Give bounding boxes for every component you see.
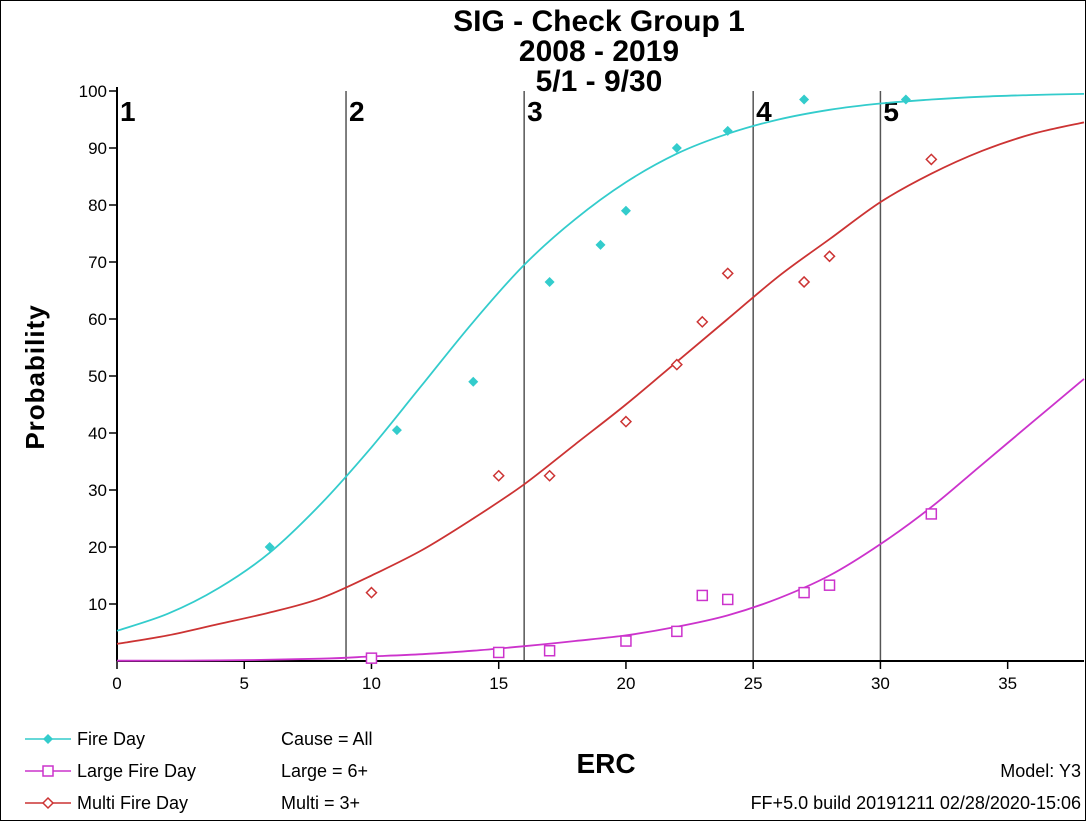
point-fire-day-1: [264, 542, 275, 552]
model-label: Model: Y3: [1000, 761, 1081, 781]
point-multi-fire-day-1: [365, 586, 378, 599]
point-fire-day-7: [671, 143, 682, 153]
point-large-fire-day-5: [671, 625, 683, 638]
point-large-fire-day-10: [925, 508, 938, 520]
y-tick-label-30: 30: [88, 481, 107, 500]
fitted-curves: [116, 93, 1085, 662]
legend-item-large-fire-day: Large Fire Day: [25, 761, 196, 781]
x-tick-label-10: 10: [362, 674, 381, 693]
chart-title-line-1: SIG - Check Group 1: [453, 5, 745, 38]
build-info: FF+5.0 build 20191211 02/28/2020-15:06: [751, 793, 1081, 813]
point-multi-fire-day-6: [696, 315, 709, 328]
x-tick-label-30: 30: [871, 674, 890, 693]
y-tick-label-80: 80: [88, 196, 107, 215]
x-tick-label-15: 15: [489, 674, 508, 693]
y-tick-label-70: 70: [88, 253, 107, 272]
observed-points: [264, 94, 938, 664]
point-multi-fire-day-7: [721, 267, 734, 280]
y-tick-label-100: 100: [79, 82, 107, 101]
point-fire-day-5: [595, 239, 606, 250]
legend-label-fire-day: Fire Day: [77, 729, 145, 749]
point-large-fire-day-7: [721, 593, 734, 606]
x-tick-label-35: 35: [998, 674, 1017, 693]
point-fire-day-6: [620, 205, 631, 216]
x-tick-label-20: 20: [616, 674, 635, 693]
point-multi-fire-day-8: [798, 275, 811, 289]
point-large-fire-day-1: [365, 652, 378, 664]
y-tick-label-20: 20: [88, 538, 107, 557]
fitted-curve-large-fire-day: [116, 378, 1085, 662]
y-tick-label-10: 10: [88, 595, 107, 614]
point-multi-fire-day-2: [492, 469, 505, 482]
x-tick-label-25: 25: [744, 674, 763, 693]
point-fire-day-9: [799, 94, 810, 105]
multi-criteria: Multi = 3+: [281, 793, 360, 813]
point-multi-fire-day-9: [823, 250, 836, 263]
legend-label-large-fire-day: Large Fire Day: [77, 761, 196, 781]
legend-label-multi-fire-day: Multi Fire Day: [77, 793, 188, 813]
y-tick-label-60: 60: [88, 310, 107, 329]
y-tick-label-90: 90: [88, 139, 107, 158]
point-large-fire-day-3: [543, 644, 556, 657]
x-tick-label-5: 5: [240, 674, 249, 693]
breakpoint-lines: 1 2 3 4 5: [120, 91, 899, 661]
x-axis-label: ERC: [576, 748, 635, 779]
point-large-fire-day-6: [696, 589, 709, 602]
point-multi-fire-day-5: [670, 358, 683, 371]
point-multi-fire-day-10: [925, 153, 938, 166]
breakpoint-label-5: 5: [883, 96, 899, 127]
point-fire-day-2: [391, 425, 402, 436]
filled-diamond-icon: [43, 734, 53, 744]
breakpoint-label-3: 3: [527, 96, 543, 127]
chart-title-line-2: 2008 - 2019: [519, 35, 679, 68]
x-tick-label-0: 0: [112, 674, 121, 693]
point-fire-day-4: [544, 276, 555, 287]
point-fire-day-3: [468, 376, 479, 387]
breakpoint-label-1: 1: [120, 96, 136, 127]
y-axis-label: Probability: [20, 304, 50, 449]
y-tick-label-50: 50: [88, 367, 107, 386]
point-large-fire-day-4: [620, 635, 632, 647]
y-tick-label-40: 40: [88, 424, 107, 443]
point-large-fire-day-8: [798, 586, 810, 599]
breakpoint-label-2: 2: [349, 96, 365, 127]
legend-item-fire-day: Fire Day: [25, 729, 145, 749]
large-criteria: Large = 6+: [281, 761, 368, 781]
chart-title-line-3: 5/1 - 9/30: [536, 65, 663, 98]
fitted-curve-multi-fire-day: [116, 121, 1085, 645]
point-large-fire-day-9: [823, 579, 836, 591]
fitted-curve-fire-day: [116, 93, 1085, 632]
open-square-icon: [42, 765, 54, 777]
open-diamond-icon: [41, 796, 55, 810]
point-multi-fire-day-3: [543, 469, 556, 482]
point-multi-fire-day-4: [619, 415, 633, 428]
breakpoint-label-4: 4: [756, 96, 772, 127]
legend: Fire Day Large Fire Day Multi Fire Day: [25, 729, 196, 813]
point-fire-day-10: [900, 94, 911, 105]
cause-criteria: Cause = All: [281, 729, 373, 749]
point-large-fire-day-2: [492, 646, 505, 659]
legend-item-multi-fire-day: Multi Fire Day: [25, 793, 188, 813]
